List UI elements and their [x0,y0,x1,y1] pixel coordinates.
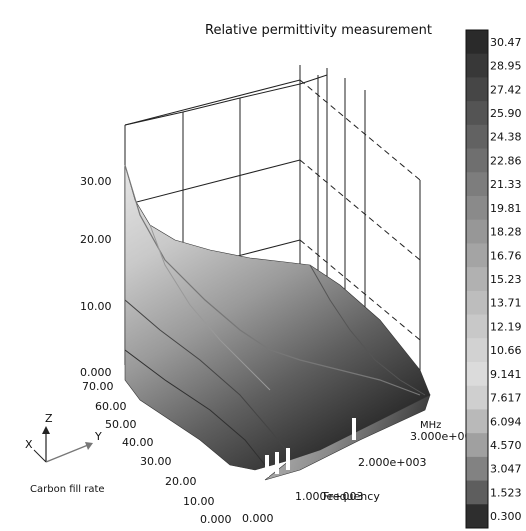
freq-tick-label: 2.000e+003 [358,456,426,469]
colorbar-label: 1.523 [490,486,522,499]
colorbar-label: 0.300 [490,510,522,523]
colorbar-label: 25.90 [490,107,522,120]
colorbar-swatch [466,504,488,529]
freq-tick-label: 3.000e+003 [410,430,478,443]
colorbar-label: 18.28 [490,226,522,239]
frequency-axis-ticks: 1.000e+003 2.000e+003 3.000e+003 MHz Fre… [295,420,478,503]
x-tick-label: 70.00 [82,380,114,393]
colorbar-swatch [466,385,488,410]
colorbar-label: 4.570 [490,439,522,452]
colorbar-label: 24.38 [490,131,522,144]
colorbar-swatch [466,267,488,292]
freq-tick-label: 1.000e+003 [295,490,363,503]
x-tick-label: 60.00 [95,400,127,413]
colorbar-swatch [466,338,488,363]
colorbar-label: 21.33 [490,178,522,191]
x-tick-label: 10.00 [183,495,215,508]
colorbar-label: 9.141 [490,368,522,381]
colorbar-swatch [466,148,488,173]
colorbar-label: 28.95 [490,60,522,73]
colorbar: 30.47 28.95 27.42 25.90 24.38 22.86 21.33 19.81… [465,29,522,529]
z-tick-label: 30.00 [80,175,112,188]
triad-z-label: Z [45,412,53,425]
x-axis-title: Carbon fill rate [30,484,105,495]
colorbar-label: 15.23 [490,273,522,286]
colorbar-swatch [466,196,488,221]
colorbar-label: 30.47 [490,36,522,49]
colorbar-swatch [466,77,488,102]
colorbar-swatch [466,362,488,387]
chart-title: Relative permittivity measurement [205,23,432,38]
x-tick-label: 40.00 [122,436,154,449]
triad-x-label: X [25,438,33,451]
colorbar-swatch [466,290,488,316]
x-tick-label: 20.00 [165,475,197,488]
colorbar-swatch [466,101,488,126]
x-tick-label: 0.000 [242,512,274,525]
colorbar-swatch [466,53,488,78]
z-tick-label: 0.000 [80,366,112,379]
colorbar-label: 16.76 [490,249,522,262]
colorbar-label: 10.66 [490,344,522,357]
z-tick-label: 20.00 [80,233,112,246]
colorbar-swatch [466,219,488,244]
colorbar-label: 22.86 [490,154,522,167]
colorbar-label: 13.71 [490,297,522,310]
z-axis-ticks: 30.00 20.00 10.00 0.000 [80,175,112,379]
z-tick-label: 10.00 [80,300,112,313]
colorbar-label: 6.094 [490,415,522,428]
freq-unit-label: MHz [420,420,441,431]
colorbar-swatch [466,456,488,482]
box-frame [124,65,421,400]
colorbar-swatch [466,124,488,150]
colorbar-frame [465,29,489,529]
x-tick-label: 0.000 [200,513,232,526]
colorbar-label: 27.42 [490,83,522,96]
colorbar-label: 12.19 [490,320,522,333]
x-tick-label: 50.00 [105,418,137,431]
colorbar-label: 7.617 [490,392,522,405]
surface [124,164,431,481]
colorbar-swatch [466,172,488,197]
colorbar-swatch [466,433,488,458]
colorbar-label: 3.047 [490,463,522,476]
colorbar-swatch [466,30,488,55]
frequency-axis-title: Frequency [323,490,380,503]
colorbar-label: 19.81 [490,202,522,215]
x-axis-ticks: 70.00 60.00 50.00 40.00 30.00 20.00 10.0… [82,380,274,526]
orientation-triad: Z Y X [25,412,102,463]
triad-y-label: Y [94,430,102,443]
colorbar-swatch [466,243,488,268]
colorbar-swatch [466,480,488,505]
x-tick-label: 30.00 [140,455,172,468]
colorbar-swatch [466,314,488,339]
colorbar-swatch [466,409,488,434]
